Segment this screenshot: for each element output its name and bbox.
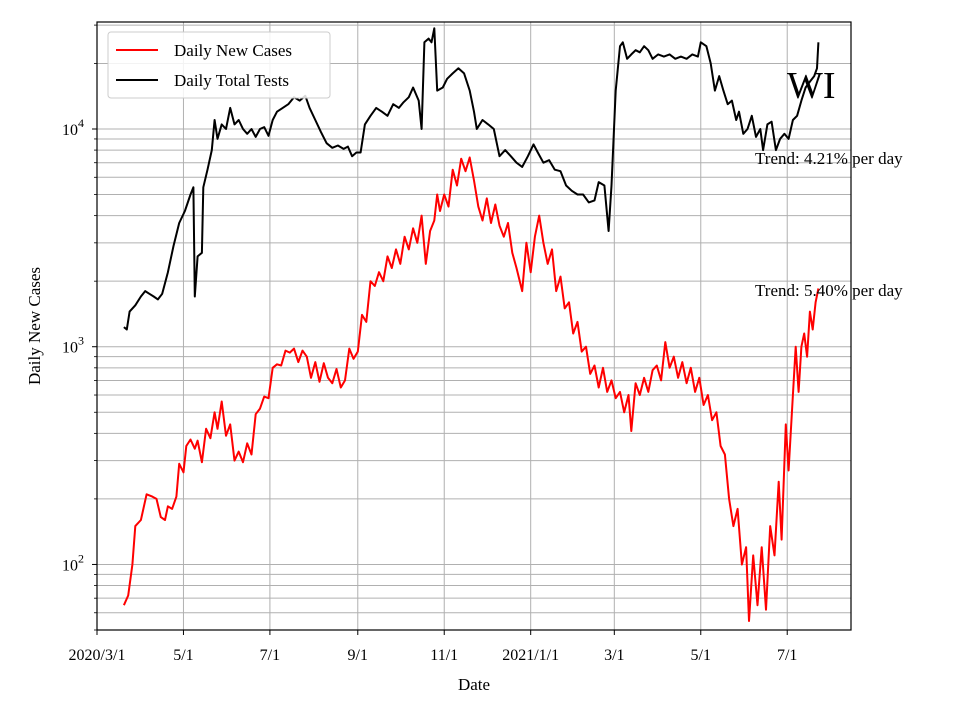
x-tick-label: 5/1 [173, 647, 193, 664]
y-tick-base: 10 [62, 557, 78, 574]
legend-box [107, 31, 331, 99]
y-tick-exponent: 3 [78, 334, 84, 348]
y-tick-label: 104 [62, 116, 84, 139]
x-tick-label: 11/1 [430, 647, 458, 664]
axis-ticks: 2020/3/1 5/1 7/1 9/1 11/1 2021/1/1 3/1 5/1 7/1 10… [62, 24, 797, 664]
legend-entry-daily-total-tests: Daily Total Tests [174, 71, 289, 90]
daily-new-cases-line [122, 156, 820, 622]
y-tick-base: 10 [62, 122, 78, 139]
legend: Daily New Cases Daily Total Tests [107, 31, 331, 99]
trend-cases-annotation: Trend: 5.40% per day [755, 281, 903, 300]
x-tick-label: 2021/1/1 [502, 647, 559, 664]
x-tick-label: 2020/3/1 [69, 647, 126, 664]
x-tick-label: 9/1 [348, 647, 368, 664]
y-tick-label: 102 [62, 551, 84, 574]
y-tick-exponent: 4 [78, 116, 84, 130]
daily-total-tests-line [123, 27, 820, 331]
x-axis-label: Date [458, 675, 490, 694]
y-axis-label: Daily New Cases [25, 267, 44, 385]
plot-frame [96, 21, 852, 631]
x-tick-label: 7/1 [777, 647, 797, 664]
y-tick-exponent: 2 [78, 551, 84, 565]
y-tick-base: 10 [62, 340, 78, 357]
legend-entry-daily-new-cases: Daily New Cases [174, 41, 292, 60]
x-tick-label: 3/1 [604, 647, 624, 664]
plot-series [122, 27, 820, 622]
trend-tests-annotation: Trend: 4.21% per day [755, 149, 903, 168]
state-label: WI [787, 65, 836, 107]
x-tick-label: 5/1 [691, 647, 711, 664]
y-tick-label: 103 [62, 334, 84, 357]
grid-lines [96, 22, 851, 631]
x-tick-label: 7/1 [260, 647, 280, 664]
